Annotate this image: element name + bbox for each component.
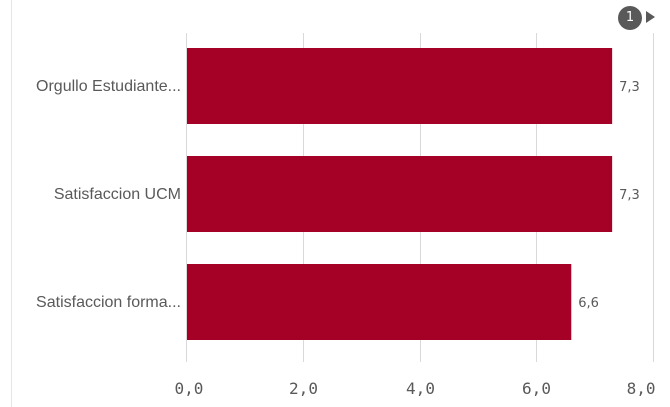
category-label: Satisfaccion UCM (54, 186, 181, 203)
labels: 0,0 2,0 4,0 6,0 8,0 7,3 Orgullo Estudiante... 7… (36, 78, 655, 398)
data-label: 7,3 (619, 188, 640, 203)
next-page-icon[interactable] (646, 11, 655, 23)
x-tick-label: 2,0 (289, 379, 318, 398)
bar (187, 48, 613, 124)
data-label: 7,3 (619, 80, 640, 95)
x-tick-label: 6,0 (522, 379, 551, 398)
data-label: 6,6 (578, 296, 599, 311)
panel-left-border (11, 0, 12, 407)
bar (187, 156, 613, 232)
page-indicator[interactable]: 1 (618, 6, 642, 30)
bars (187, 48, 613, 340)
x-tick-label: 0,0 (175, 379, 204, 398)
category-label: Orgullo Estudiante... (36, 78, 181, 95)
x-tick-label: 4,0 (406, 379, 435, 398)
bar (187, 264, 572, 340)
category-label: Satisfaccion forma... (36, 294, 181, 311)
x-tick-label: 8,0 (627, 379, 656, 398)
